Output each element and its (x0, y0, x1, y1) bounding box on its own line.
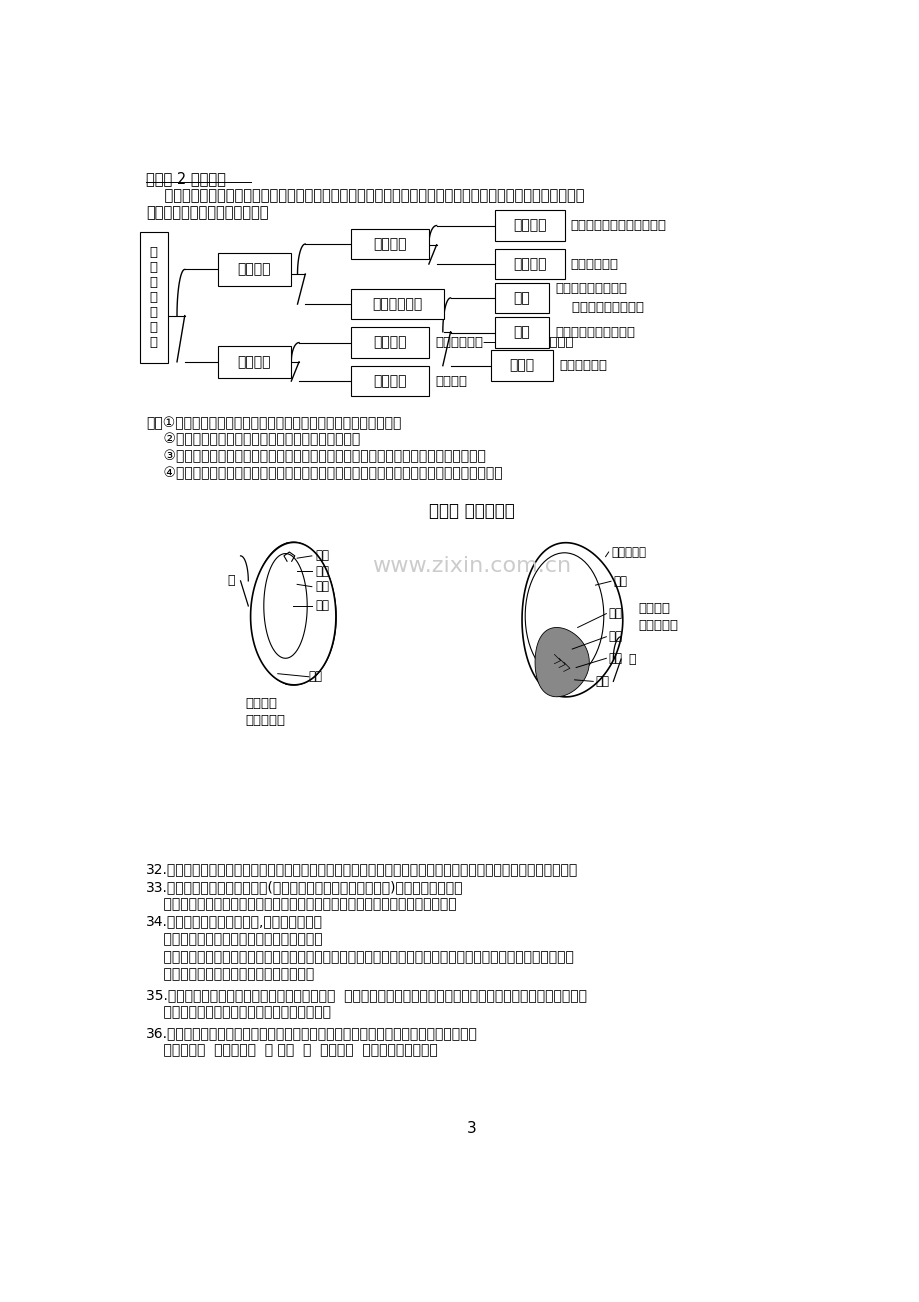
Polygon shape (264, 553, 307, 659)
Text: www.zixin.com.cn: www.zixin.com.cn (371, 556, 571, 575)
Text: 裂变成 2 子细胞。: 裂变成 2 子细胞。 (146, 172, 226, 186)
FancyBboxPatch shape (494, 283, 549, 314)
Text: 出芽生殖：水螅进行的无性生殖方式是出芽生殖。即母体发育到一定时候能产生一些芽体，这些芽体从母体上: 出芽生殖：水螅进行的无性生殖方式是出芽生殖。即母体发育到一定时候能产生一些芽体，… (146, 189, 584, 203)
Text: 胚根: 胚根 (595, 674, 608, 687)
Text: 出芽生殖: 出芽生殖 (373, 374, 406, 388)
Text: ②克隆羊：无性生殖（没有受精），体内发育，胎生: ②克隆羊：无性生殖（没有受精），体内发育，胎生 (146, 432, 360, 447)
Text: 卵胎生: 卵胎生 (509, 358, 534, 372)
Text: （鲨、蝮蛇）: （鲨、蝮蛇） (559, 359, 607, 372)
Text: 胚胎发育方式: 胚胎发育方式 (372, 297, 423, 311)
Text: 双子叶植物：有两片子叶（菜豆、大豆、棉、黄瓜、花生、橘）种子能分成两半: 双子叶植物：有两片子叶（菜豆、大豆、棉、黄瓜、花生、橘）种子能分成两半 (146, 897, 456, 911)
Text: 3: 3 (466, 1121, 476, 1135)
FancyBboxPatch shape (351, 289, 444, 319)
Text: 胚轴: 胚轴 (608, 652, 622, 665)
Text: （昆虫、鱼、两栖、: （昆虫、鱼、两栖、 (554, 283, 627, 296)
Text: 注：①试管婴儿：有性生殖，体外受精（试管里），体内发育，胎生: 注：①试管婴儿：有性生殖，体外受精（试管里），体内发育，胎生 (146, 415, 401, 430)
Text: 蛋白质、脂肪、无机盐（淀粉遇碘会变蓝。）: 蛋白质、脂肪、无机盐（淀粉遇碘会变蓝。） (146, 1005, 331, 1019)
Text: 无胚乳种子：菜豆、大豆、棉、黄瓜、花生: 无胚乳种子：菜豆、大豆、棉、黄瓜、花生 (146, 932, 323, 947)
Text: 34.有胚乳种子：小麦、玉米,水稻、蓖麻、柿: 34.有胚乳种子：小麦、玉米,水稻、蓖麻、柿 (146, 915, 323, 928)
Ellipse shape (525, 553, 603, 680)
Text: 32.植物的胚是新植物体的幼体，它由胚芽、胚轴、胚根和子叶组成。植物种类及特性由胚决定。胚受损不能萌发。: 32.植物的胚是新植物体的幼体，它由胚芽、胚轴、胚根和子叶组成。植物种类及特性由… (146, 862, 578, 876)
FancyBboxPatch shape (494, 210, 564, 241)
Polygon shape (286, 543, 335, 685)
Text: 35.有胚乳的种子中，营养物质主要贮存在胚乳里  在无胚乳种子中，营养物质主要贮存在子叶中。营养物质：淀粉、: 35.有胚乳的种子中，营养物质主要贮存在胚乳里 在无胚乳种子中，营养物质主要贮存… (146, 988, 586, 1001)
Text: 子叶: 子叶 (314, 599, 329, 612)
Text: 胚: 胚 (629, 652, 636, 665)
Text: 子（蓖麻、柿除外）能剥皮也能分成两半: 子（蓖麻、柿除外）能剥皮也能分成两半 (146, 967, 314, 980)
Text: （单子叶）: （单子叶） (638, 620, 677, 633)
Text: 注意特点：一般来说，单子叶植物为有胚乳种子（慈姑除外），不能剥皮也不能分成两半；双子叶植物为胚乳种: 注意特点：一般来说，单子叶植物为有胚乳种子（慈姑除外），不能剥皮也不能分成两半；… (146, 950, 573, 963)
FancyBboxPatch shape (351, 327, 428, 358)
Text: 无性生殖: 无性生殖 (237, 355, 271, 368)
Text: 爬行、鸟、鸭嘴兽）: 爬行、鸟、鸭嘴兽） (554, 301, 643, 314)
Text: （昆虫、爬行、鸟、哺乳）: （昆虫、爬行、鸟、哺乳） (570, 219, 666, 232)
FancyBboxPatch shape (140, 233, 167, 363)
Text: 胎生: 胎生 (513, 326, 529, 340)
Text: （水螅）: （水螅） (435, 375, 467, 388)
Text: 33.单子叶植物：只有一片子叶(小麦、玉米、水稻、高粱、甘蔗)种子不能分成两半: 33.单子叶植物：只有一片子叶(小麦、玉米、水稻、高粱、甘蔗)种子不能分成两半 (146, 880, 463, 894)
Text: （鱼、两栖）: （鱼、两栖） (570, 258, 618, 271)
Text: 胚轴: 胚轴 (314, 565, 329, 578)
Text: （单细胞动物——变形虫、草履虫）: （单细胞动物——变形虫、草履虫） (435, 336, 573, 349)
Text: 第四节 植物的一生: 第四节 植物的一生 (428, 503, 514, 519)
FancyBboxPatch shape (351, 229, 428, 259)
Text: 其他条件：  种子的形状  、 大小  、  饱满程度  及是否处于休眠状态: 其他条件： 种子的形状 、 大小 、 饱满程度 及是否处于休眠状态 (146, 1043, 437, 1057)
Text: 36.种子萌发时需要的环境条件：一定的水分、适宜的温度和充足的空气。（缺一不可）: 36.种子萌发时需要的环境条件：一定的水分、适宜的温度和充足的空气。（缺一不可） (146, 1026, 477, 1040)
Text: 体内受精: 体内受精 (512, 256, 546, 271)
Text: 种皮: 种皮 (309, 671, 323, 684)
Text: 卵生: 卵生 (513, 290, 529, 305)
Text: （双子叶）: （双子叶） (245, 715, 285, 728)
Text: 子叶: 子叶 (608, 607, 622, 620)
Text: 动
物
的
生
殖
方
式: 动 物 的 生 殖 方 式 (150, 246, 157, 349)
Text: 分裂生殖: 分裂生殖 (373, 336, 406, 349)
FancyBboxPatch shape (494, 249, 564, 280)
Text: 胚: 胚 (227, 574, 234, 587)
Polygon shape (535, 628, 589, 697)
Text: ③体外受精的一般生活在水中，如鱼类、两栖类，其他大部分生活在陆上的为体内受精: ③体外受精的一般生活在水中，如鱼类、两栖类，其他大部分生活在陆上的为体内受精 (146, 449, 485, 464)
FancyBboxPatch shape (491, 350, 552, 381)
FancyBboxPatch shape (218, 345, 291, 378)
Text: 胚芽: 胚芽 (608, 630, 622, 643)
Text: 体内受精: 体内受精 (512, 219, 546, 233)
Text: （哺乳，鸭嘴兽除外）: （哺乳，鸭嘴兽除外） (554, 326, 634, 339)
Text: 受精方式: 受精方式 (373, 237, 406, 251)
Text: 脱落下来，就可以长成新个体。: 脱落下来，就可以长成新个体。 (146, 206, 268, 220)
Text: 胚乳: 胚乳 (613, 574, 627, 587)
Text: 胚根: 胚根 (314, 581, 329, 594)
Polygon shape (253, 543, 287, 684)
FancyBboxPatch shape (218, 254, 291, 285)
Polygon shape (521, 543, 622, 697)
Polygon shape (250, 543, 335, 685)
Text: 果皮与种皮: 果皮与种皮 (610, 546, 645, 559)
FancyBboxPatch shape (351, 366, 428, 397)
Text: 菜豆种子: 菜豆种子 (245, 697, 277, 710)
Text: 玉米种子: 玉米种子 (638, 602, 669, 615)
FancyBboxPatch shape (494, 318, 549, 348)
Text: ④体内发育：哺乳类（鸭嘴兽除外），鲨、蝮蛇，其余均为体外发育（有鳄蛋、产卵行为）: ④体内发育：哺乳类（鸭嘴兽除外），鲨、蝮蛇，其余均为体外发育（有鳄蛋、产卵行为） (146, 466, 502, 480)
Text: 有性生殖: 有性生殖 (237, 263, 271, 276)
Text: 胚芽: 胚芽 (314, 549, 329, 562)
